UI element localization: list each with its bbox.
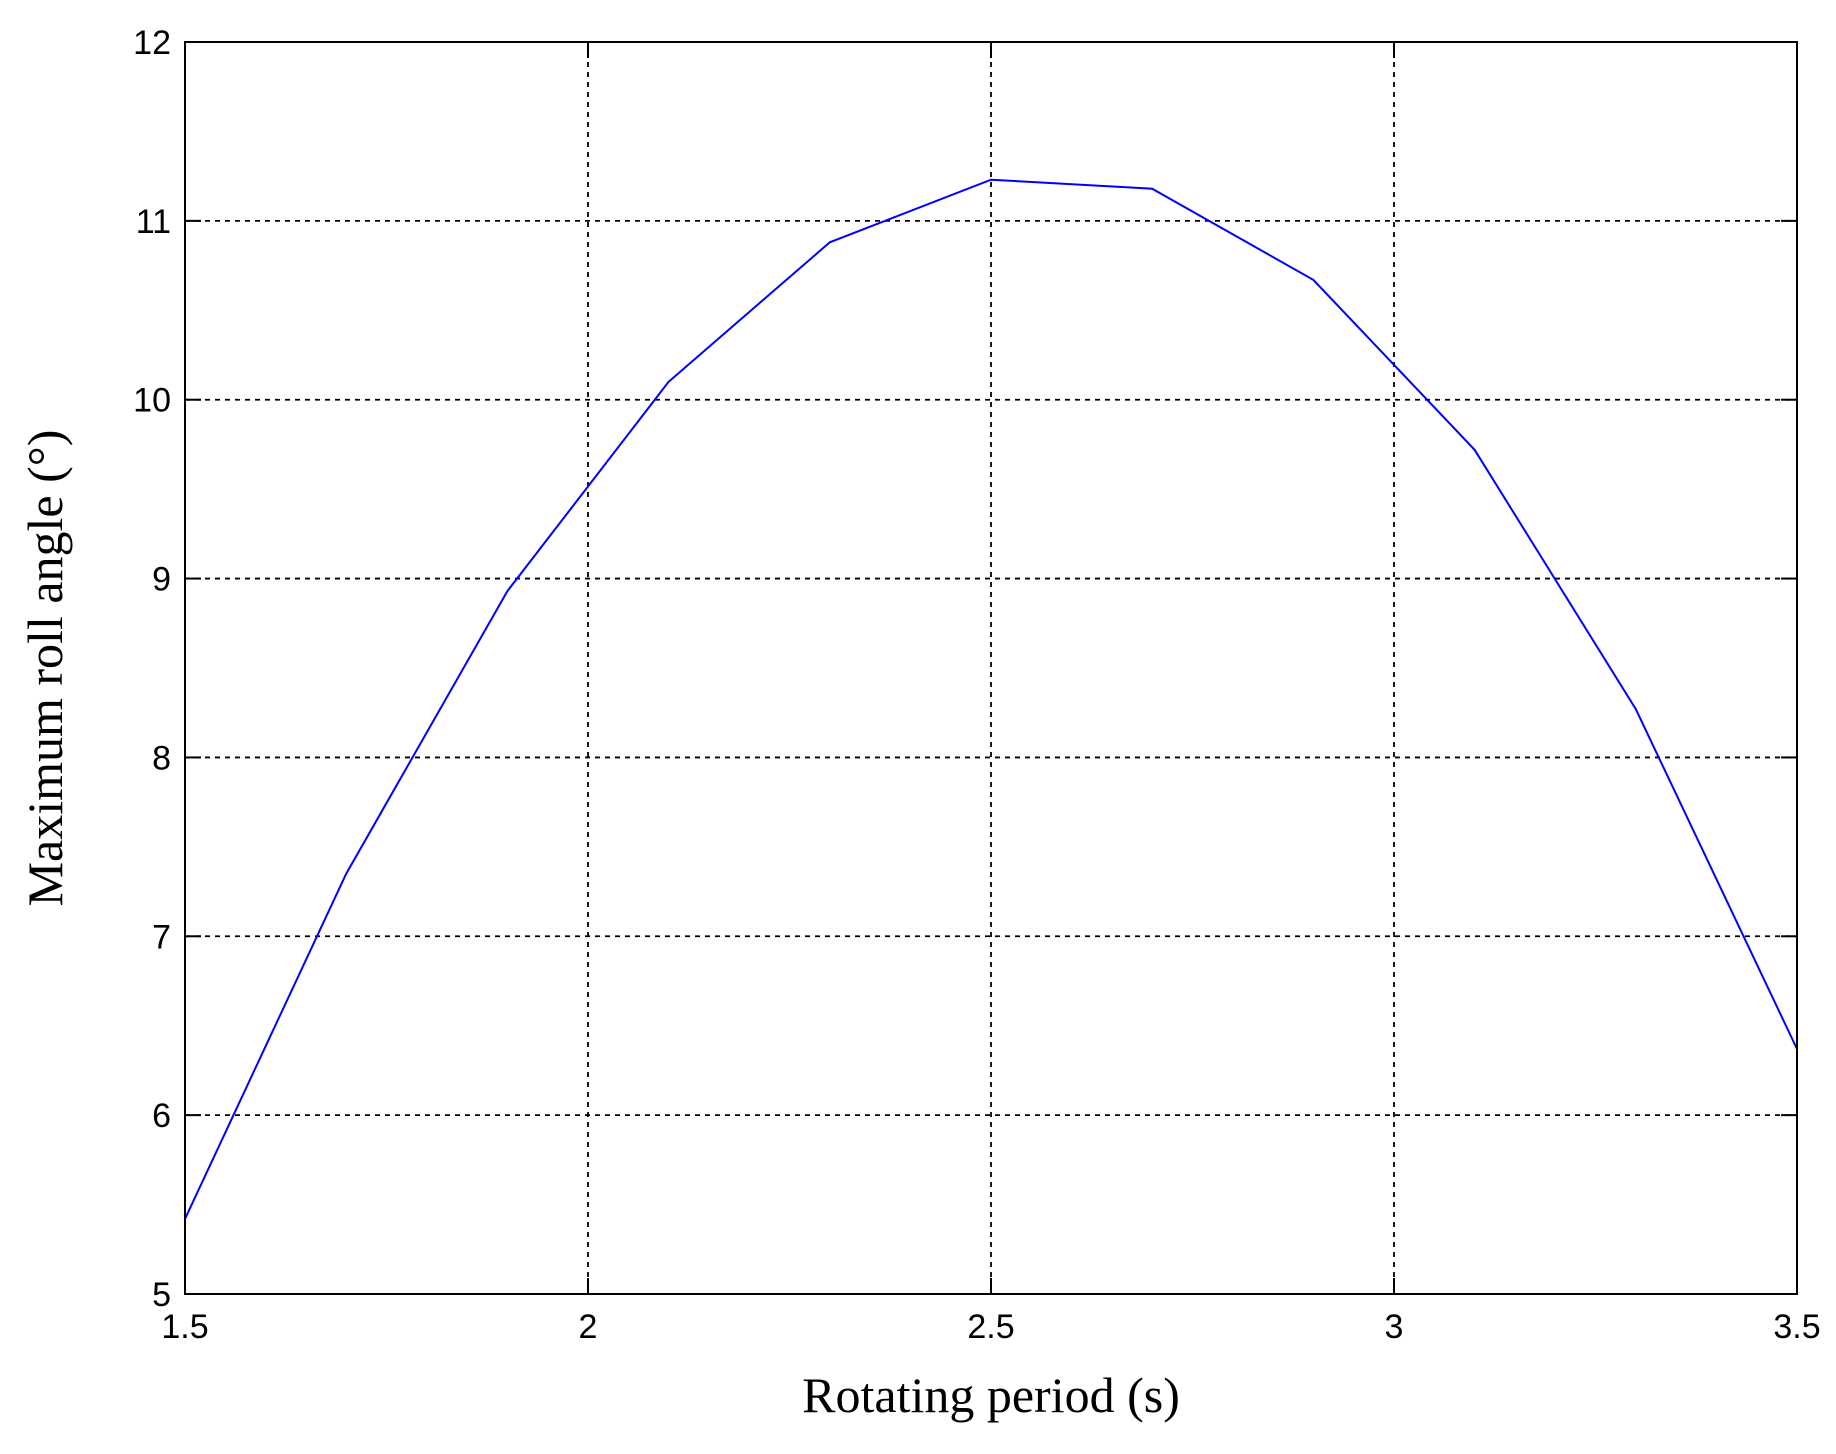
x-tick-label: 1.5: [161, 1308, 208, 1346]
y-axis-tick-labels: 5 6 7 8 9 10 11 12: [133, 24, 171, 1314]
x-tick-label: 3: [1385, 1308, 1404, 1346]
y-axis-title: Maximum roll angle (°): [17, 430, 73, 907]
y-tick-label: 11: [136, 203, 171, 241]
y-tick-label: 5: [152, 1276, 171, 1314]
y-tick-label: 12: [133, 24, 171, 62]
y-tick-label: 10: [133, 382, 171, 420]
x-tick-label: 2.5: [967, 1308, 1014, 1346]
x-tick-label: 3.5: [1773, 1308, 1820, 1346]
x-axis-title: Rotating period (s): [802, 1367, 1180, 1423]
y-tick-label: 9: [152, 561, 171, 599]
series-line: [184, 178, 1798, 1220]
y-tick-label: 7: [152, 918, 171, 956]
x-axis-tick-labels: 1.5 2 2.5 3 3.5: [161, 1308, 1820, 1346]
tick-marks: [184, 41, 1798, 1295]
x-tick-label: 2: [579, 1308, 598, 1346]
series-layer: [184, 178, 1798, 1220]
y-tick-label: 8: [152, 739, 171, 777]
grid-lines: [185, 42, 1797, 1294]
y-tick-label: 6: [152, 1097, 171, 1135]
